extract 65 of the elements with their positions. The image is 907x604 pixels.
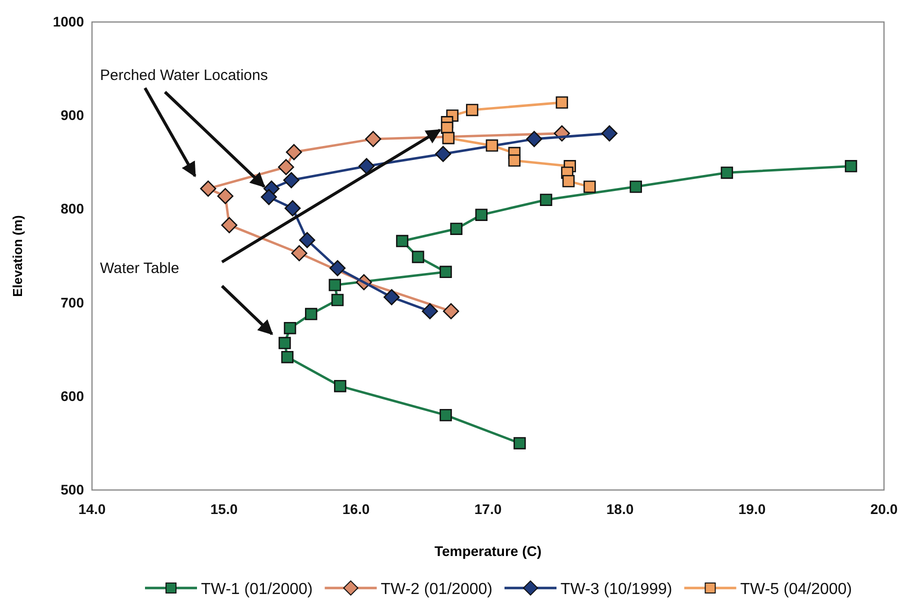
point bbox=[442, 303, 460, 320]
point bbox=[260, 188, 277, 206]
point bbox=[440, 266, 452, 278]
annotation: Water Table bbox=[100, 260, 180, 277]
point bbox=[526, 130, 542, 148]
point bbox=[435, 146, 452, 162]
point bbox=[329, 260, 346, 276]
point bbox=[486, 139, 498, 152]
point bbox=[466, 104, 478, 116]
x-tick-label: 18.0 bbox=[606, 500, 634, 517]
x-tick-label: 15.0 bbox=[210, 500, 238, 517]
x-tick-label: 17.0 bbox=[474, 500, 502, 517]
point bbox=[508, 154, 521, 167]
point bbox=[412, 250, 424, 264]
point bbox=[540, 194, 552, 206]
y-tick-label: 800 bbox=[60, 200, 84, 217]
legend-label: TW-3 (10/1999) bbox=[560, 581, 672, 598]
y-tick-label: 700 bbox=[60, 294, 84, 310]
legend-label: TW-5 (04/2000) bbox=[740, 581, 852, 598]
point bbox=[278, 159, 294, 176]
point bbox=[514, 437, 526, 450]
x-tick-label: 14.0 bbox=[78, 500, 106, 517]
point bbox=[562, 174, 575, 188]
point bbox=[556, 96, 568, 109]
point bbox=[299, 232, 316, 248]
point bbox=[384, 289, 400, 306]
point bbox=[450, 222, 462, 235]
x-tick-label: 16.0 bbox=[342, 500, 370, 517]
point bbox=[358, 158, 375, 174]
point bbox=[200, 180, 216, 197]
point bbox=[334, 380, 346, 392]
point bbox=[844, 160, 858, 172]
point bbox=[720, 166, 734, 179]
y-axis-title: Elevation (m) bbox=[10, 215, 25, 297]
point bbox=[365, 130, 382, 148]
point bbox=[440, 408, 452, 422]
point bbox=[286, 144, 302, 160]
point bbox=[601, 125, 618, 142]
x-tick-label: 20.0 bbox=[870, 500, 898, 517]
point bbox=[278, 336, 291, 350]
point bbox=[221, 217, 238, 234]
point bbox=[284, 322, 296, 334]
point bbox=[281, 350, 294, 364]
point bbox=[291, 245, 308, 262]
point bbox=[217, 188, 234, 204]
y-tick-label: 500 bbox=[60, 481, 84, 498]
y-tick-label: 900 bbox=[60, 107, 84, 124]
point bbox=[283, 172, 300, 188]
x-axis-title: Temperature (C) bbox=[434, 543, 542, 559]
point bbox=[328, 278, 342, 292]
x-tick-label: 19.0 bbox=[738, 500, 766, 517]
point bbox=[475, 208, 488, 221]
y-tick-label: 1000 bbox=[52, 13, 84, 30]
point bbox=[422, 303, 438, 320]
legend-label: TW-2 (01/2000) bbox=[380, 581, 492, 598]
y-tick-label: 600 bbox=[60, 388, 84, 404]
point bbox=[396, 234, 408, 248]
point bbox=[584, 180, 596, 193]
point bbox=[442, 132, 455, 144]
annotation: Perched Water Locations bbox=[100, 67, 268, 84]
point bbox=[304, 308, 318, 320]
point bbox=[630, 180, 642, 193]
legend-label: TW-1 (01/2000) bbox=[201, 581, 313, 598]
point bbox=[331, 294, 344, 306]
point bbox=[284, 200, 301, 216]
